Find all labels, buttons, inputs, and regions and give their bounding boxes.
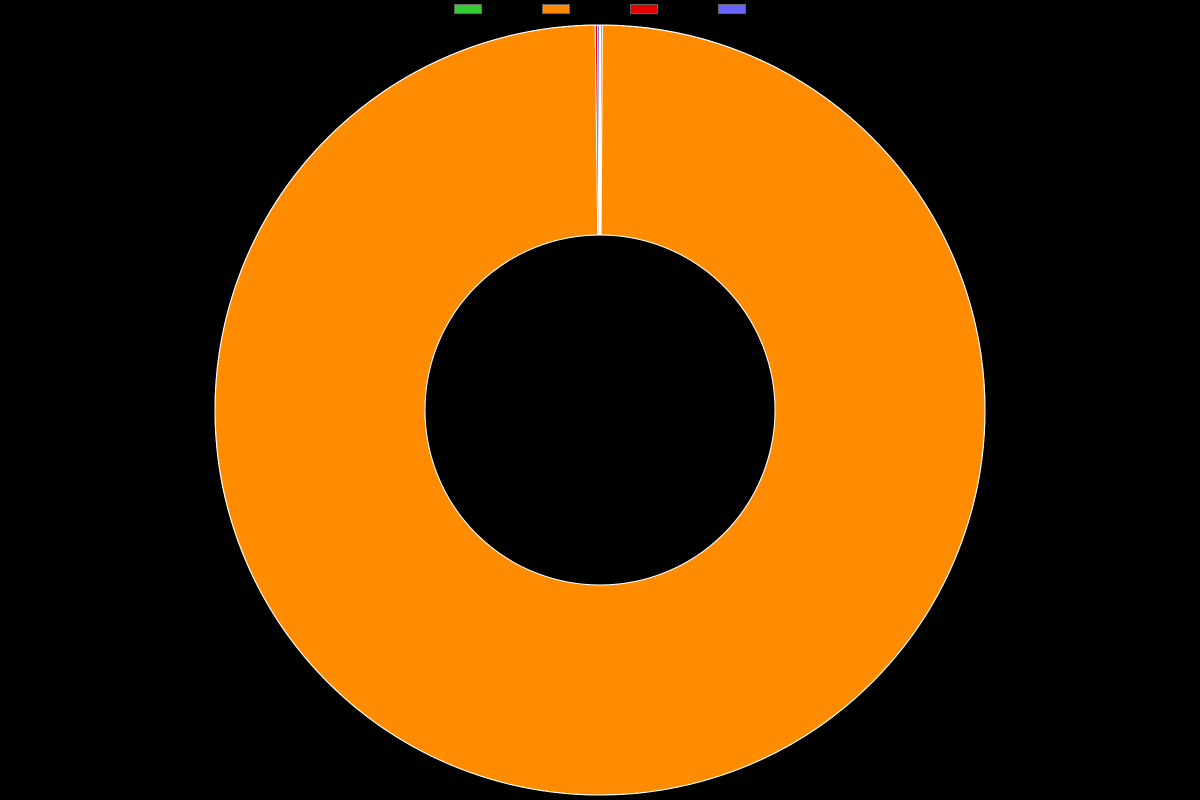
donut-svg bbox=[0, 20, 1200, 800]
legend-swatch-2 bbox=[630, 4, 658, 14]
legend-swatch-1 bbox=[542, 4, 570, 14]
donut-chart bbox=[0, 20, 1200, 800]
legend-swatch-0 bbox=[454, 4, 482, 14]
legend-swatch-3 bbox=[718, 4, 746, 14]
legend bbox=[0, 4, 1200, 14]
chart-container bbox=[0, 0, 1200, 800]
